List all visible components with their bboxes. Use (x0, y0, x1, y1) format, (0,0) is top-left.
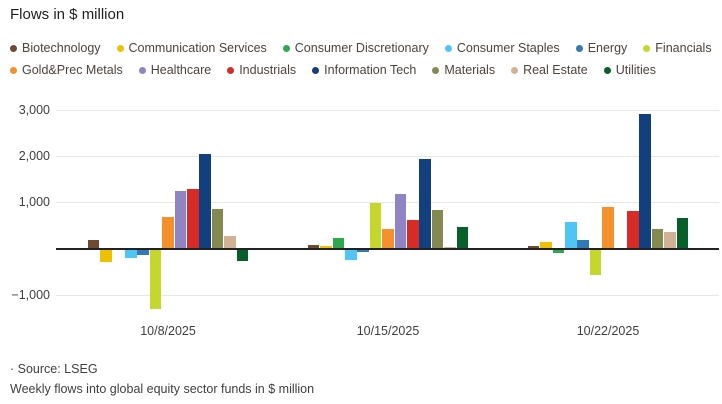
legend-label: Gold&Prec Metals (22, 63, 123, 77)
legend-swatch-icon (312, 66, 320, 74)
legend-label: Biotechnology (22, 41, 101, 55)
legend-row: Biotechnology Communication Services Consu… (10, 37, 715, 59)
bar (664, 232, 676, 249)
legend-label: Real Estate (523, 63, 588, 77)
bar (320, 245, 332, 249)
bar (527, 245, 540, 249)
x-tick-label: 10/22/2025 (576, 324, 640, 338)
legend-swatch-icon (575, 44, 583, 52)
bar (236, 249, 249, 262)
legend: Biotechnology Communication Services Consu… (10, 37, 715, 81)
bar (345, 249, 357, 261)
bar (627, 210, 639, 249)
bar (162, 217, 174, 249)
bar (125, 249, 137, 258)
legend-swatch-icon (643, 44, 651, 52)
legend-label: Energy (587, 41, 628, 55)
grid-line (56, 155, 719, 157)
legend-swatch-icon (603, 66, 611, 74)
bar (382, 229, 394, 249)
source-note: · Source: LSEG (10, 362, 98, 376)
legend-label: Utilities (615, 63, 656, 77)
bar (137, 249, 149, 256)
legend-swatch-icon (116, 44, 124, 52)
legend-label: Financials (655, 41, 712, 55)
legend-item: Financials (643, 41, 712, 55)
bar (419, 158, 431, 249)
legend-item: Industrials (227, 63, 296, 77)
bar (444, 246, 456, 249)
legend-swatch-icon (282, 44, 290, 52)
y-tick-label: 1,000 (18, 195, 50, 210)
y-tick-label: −1,000 (11, 287, 50, 302)
bar (174, 190, 187, 249)
bar (676, 217, 689, 249)
bar (394, 194, 407, 249)
bar (369, 202, 382, 249)
legend-item: Information Tech (312, 63, 416, 77)
bar (149, 249, 162, 310)
legend-label: Communication Services (128, 41, 267, 55)
legend-swatch-icon (511, 66, 519, 74)
grid-line (56, 109, 719, 111)
bar (100, 249, 112, 263)
bar (307, 244, 320, 249)
bar (639, 114, 651, 249)
legend-label: Information Tech (324, 63, 417, 77)
legend-label: Healthcare (150, 63, 212, 77)
bar (540, 241, 552, 249)
legend-swatch-icon (432, 66, 440, 74)
legend-item: Utilities (603, 63, 656, 77)
chart-title: Flows in $ million (10, 6, 125, 23)
legend-label: Materials (444, 63, 496, 77)
legend-label: Consumer Discretionary (294, 41, 429, 55)
grid-line (56, 202, 719, 204)
legend-swatch-icon (138, 66, 146, 74)
y-tick-label: 3,000 (18, 102, 50, 117)
legend-swatch-icon (10, 44, 17, 52)
legend-item: Consumer Staples (444, 41, 560, 55)
bar (87, 240, 100, 249)
bar (552, 249, 565, 253)
legend-item: Healthcare (138, 63, 212, 77)
bar (565, 221, 577, 249)
legend-item: Gold&Prec Metals (10, 63, 123, 77)
legend-label: Consumer Staples (456, 41, 560, 55)
bar (211, 208, 224, 249)
x-axis-zero-line (56, 248, 719, 250)
y-tick-label: 2,000 (18, 148, 50, 163)
legend-item: Communication Services (116, 41, 267, 55)
bar (357, 249, 369, 253)
legend-item: Biotechnology (10, 41, 101, 55)
bar (224, 235, 236, 249)
legend-label: Industrials (239, 63, 297, 77)
bar (589, 249, 602, 276)
legend-item: Materials (432, 63, 495, 77)
bar (407, 220, 419, 249)
legend-item: Energy (575, 41, 628, 55)
bar (199, 154, 211, 249)
chart-caption: Weekly flows into global equity sector f… (10, 382, 315, 396)
legend-swatch-icon (227, 66, 235, 74)
grid-line (56, 294, 719, 296)
x-tick-label: 10/15/2025 (356, 324, 420, 338)
x-tick-label: 10/8/2025 (140, 324, 196, 338)
legend-swatch-icon (444, 44, 452, 52)
bar (602, 207, 614, 249)
bar (651, 228, 664, 249)
bar (431, 210, 444, 249)
bar (332, 238, 345, 249)
legend-item: Consumer Discretionary (282, 41, 429, 55)
bar (577, 240, 589, 249)
legend-swatch-icon (10, 66, 17, 74)
legend-row: Gold&Prec Metals Healthcare Industrials Inf… (10, 59, 715, 81)
legend-item: Real Estate (511, 63, 588, 77)
bar (187, 189, 199, 249)
bar (456, 227, 469, 249)
